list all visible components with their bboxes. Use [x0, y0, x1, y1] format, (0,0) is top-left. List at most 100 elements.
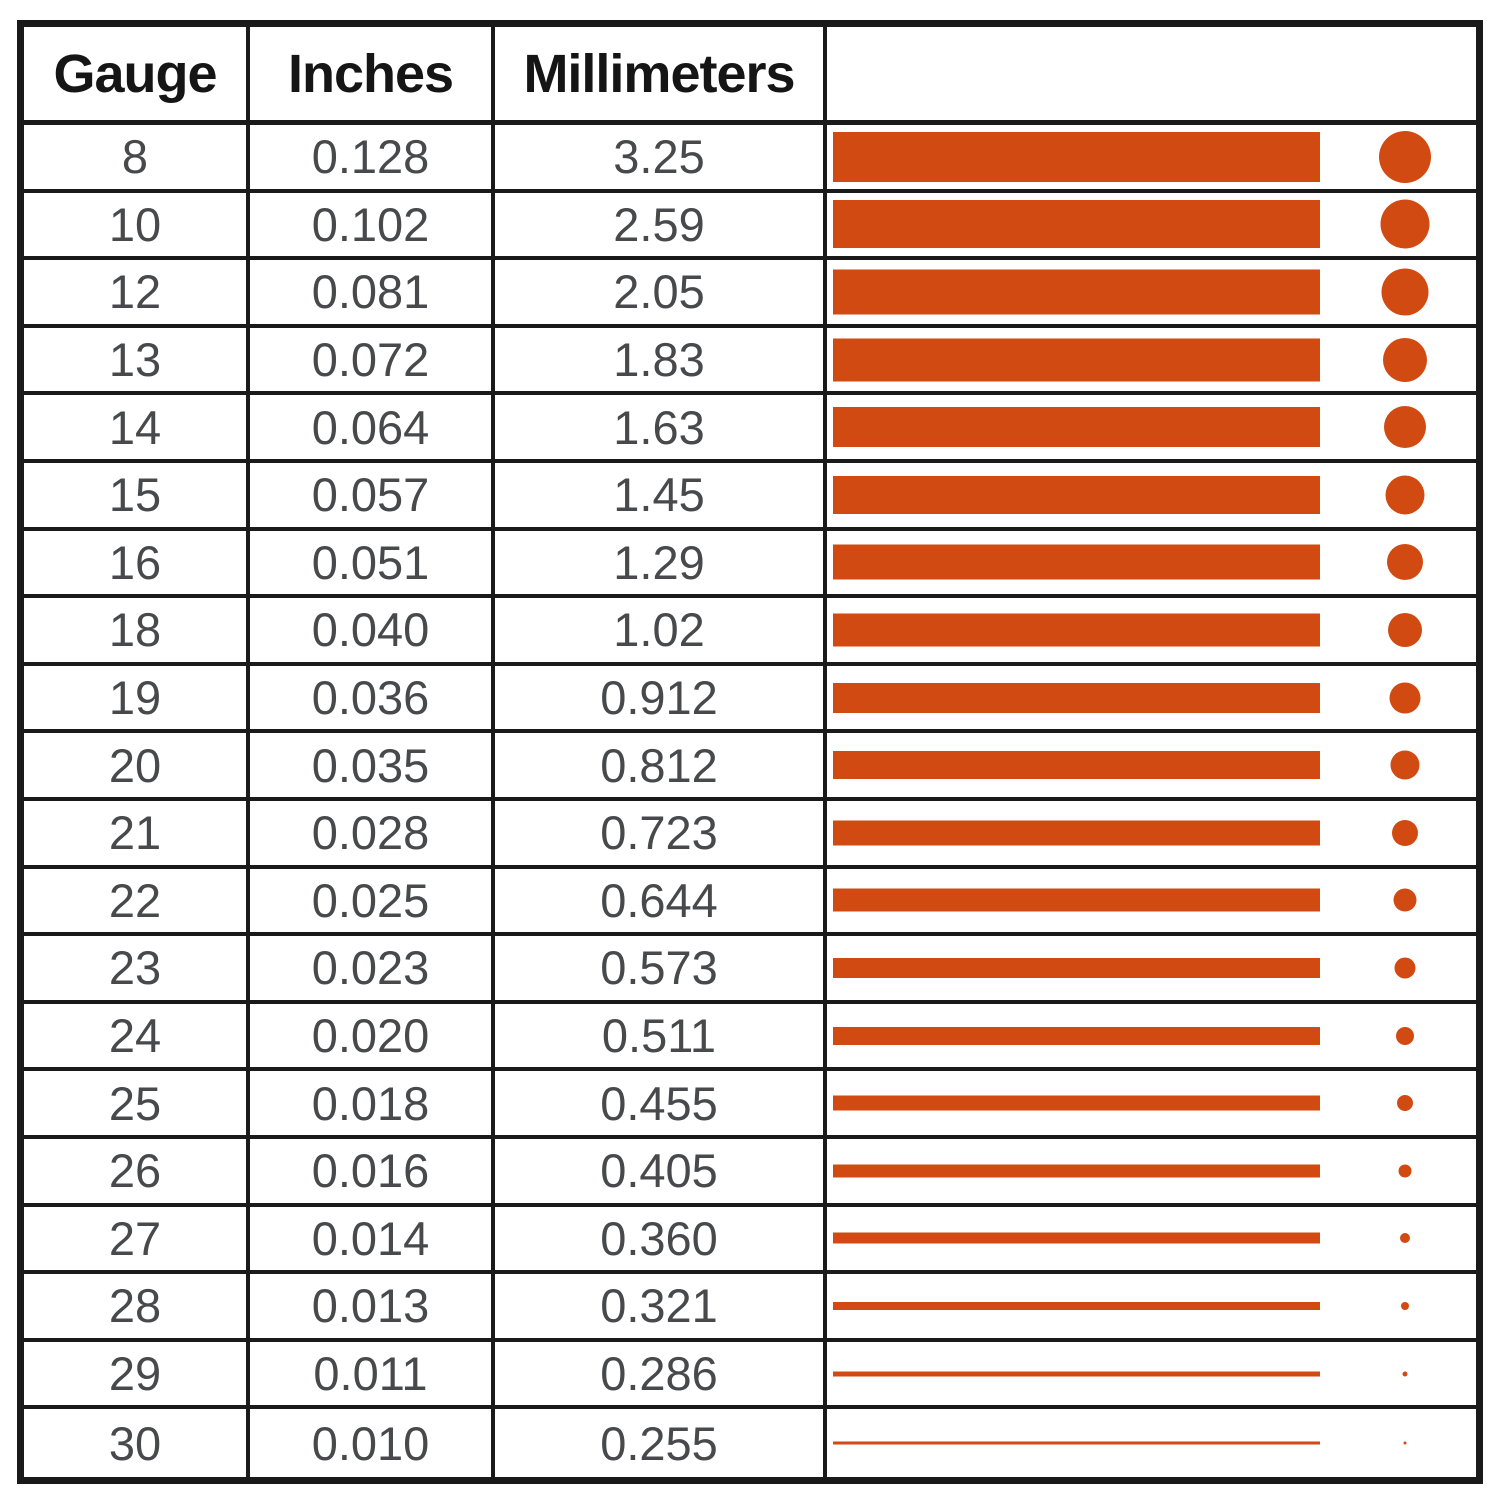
- wire-cross-section-dot: [1398, 1164, 1412, 1178]
- wire-thickness-bar: [833, 475, 1320, 514]
- gauge-value-cell: 29: [24, 1341, 250, 1410]
- gauge-value-cell: 25: [24, 1071, 250, 1139]
- wire-visual-cell: [827, 801, 1476, 869]
- wire-thickness-bar: [833, 200, 1320, 249]
- wire-cross-section-dot: [1389, 682, 1421, 714]
- wire-cross-section-dot: [1397, 1095, 1413, 1112]
- millimeters-value-cell: 0.360: [495, 1206, 827, 1275]
- wire-cross-section-dot: [1401, 1301, 1409, 1310]
- inches-value-cell: 0.014: [250, 1206, 495, 1275]
- wire-visual-cell: [827, 328, 1476, 396]
- gauge-table-grid: Gauge Inches Millimeters 8 0.128 3.25 10…: [24, 27, 1476, 1477]
- wire-cross-section-dot: [1383, 337, 1427, 382]
- wire-cross-section-dot: [1387, 544, 1423, 581]
- wire-thickness-bar: [833, 1301, 1320, 1310]
- millimeters-value-cell: 0.255: [495, 1409, 827, 1477]
- millimeters-value-cell: 0.644: [495, 868, 827, 937]
- wire-thickness-bar: [833, 682, 1320, 713]
- wire-cross-section-dot: [1400, 1233, 1410, 1244]
- millimeters-value-cell: 1.45: [495, 462, 827, 531]
- wire-visual-cell: [827, 260, 1476, 328]
- wire-visual-cell: [827, 1409, 1476, 1477]
- millimeters-value-cell: 0.511: [495, 1003, 827, 1072]
- wire-thickness-bar: [833, 820, 1320, 846]
- wire-cross-section-dot: [1380, 199, 1430, 249]
- wire-gauge-chart: Gauge Inches Millimeters 8 0.128 3.25 10…: [17, 20, 1483, 1484]
- millimeters-value-cell: 1.63: [495, 395, 827, 463]
- inches-value-cell: 0.023: [250, 936, 495, 1004]
- column-header-millimeters: Millimeters: [495, 27, 827, 125]
- millimeters-value-cell: 0.286: [495, 1341, 827, 1410]
- inches-value-cell: 0.036: [250, 665, 495, 734]
- wire-visual-cell: [827, 1342, 1476, 1410]
- millimeters-value-cell: 0.812: [495, 733, 827, 801]
- gauge-value-cell: 14: [24, 395, 250, 463]
- wire-visual-cell: [827, 463, 1476, 531]
- wire-thickness-bar: [833, 1232, 1320, 1244]
- wire-cross-section-dot: [1381, 268, 1429, 316]
- gauge-value-cell: 26: [24, 1138, 250, 1207]
- inches-value-cell: 0.072: [250, 327, 495, 396]
- inches-value-cell: 0.020: [250, 1003, 495, 1072]
- gauge-value-cell: 28: [24, 1274, 250, 1342]
- wire-cross-section-dot: [1384, 406, 1426, 449]
- wire-visual-cell: [827, 1071, 1476, 1139]
- gauge-value-cell: 13: [24, 327, 250, 396]
- column-header-inches: Inches: [250, 27, 495, 125]
- wire-thickness-bar: [833, 407, 1320, 448]
- wire-thickness-bar: [833, 1095, 1320, 1111]
- wire-visual-cell: [827, 1274, 1476, 1342]
- wire-thickness-bar: [833, 1371, 1320, 1377]
- wire-thickness-bar: [833, 544, 1320, 580]
- wire-cross-section-dot: [1396, 1026, 1414, 1045]
- column-header-gauge: Gauge: [24, 27, 250, 125]
- millimeters-value-cell: 2.05: [495, 260, 827, 328]
- gauge-value-cell: 24: [24, 1003, 250, 1072]
- millimeters-value-cell: 0.723: [495, 800, 827, 869]
- wire-visual-cell: [827, 193, 1476, 261]
- gauge-value-cell: 15: [24, 462, 250, 531]
- wire-visual-cell: [827, 869, 1476, 937]
- inches-value-cell: 0.025: [250, 868, 495, 937]
- inches-value-cell: 0.128: [250, 125, 495, 193]
- wire-thickness-bar: [833, 613, 1320, 647]
- inches-value-cell: 0.081: [250, 260, 495, 328]
- millimeters-value-cell: 1.83: [495, 327, 827, 396]
- gauge-value-cell: 27: [24, 1206, 250, 1275]
- wire-thickness-bar: [833, 888, 1320, 912]
- inches-value-cell: 0.051: [250, 530, 495, 599]
- millimeters-value-cell: 0.573: [495, 936, 827, 1004]
- wire-cross-section-dot: [1388, 612, 1422, 647]
- wire-visual-cell: [827, 531, 1476, 599]
- wire-thickness-bar: [833, 1026, 1320, 1045]
- wire-cross-section-dot: [1392, 819, 1418, 846]
- inches-value-cell: 0.011: [250, 1341, 495, 1410]
- wire-visual-cell: [827, 733, 1476, 801]
- wire-thickness-bar: [833, 269, 1320, 315]
- column-header-visual: [827, 27, 1476, 125]
- gauge-value-cell: 12: [24, 260, 250, 328]
- gauge-value-cell: 20: [24, 733, 250, 801]
- gauge-value-cell: 30: [24, 1409, 250, 1477]
- wire-cross-section-dot: [1394, 957, 1416, 979]
- millimeters-value-cell: 2.59: [495, 192, 827, 261]
- inches-value-cell: 0.064: [250, 395, 495, 463]
- wire-cross-section-dot: [1402, 1371, 1408, 1377]
- gauge-value-cell: 22: [24, 868, 250, 937]
- gauge-value-cell: 21: [24, 800, 250, 869]
- millimeters-value-cell: 0.912: [495, 665, 827, 734]
- wire-visual-cell: [827, 598, 1476, 666]
- wire-thickness-bar: [833, 957, 1320, 978]
- millimeters-value-cell: 0.455: [495, 1071, 827, 1139]
- wire-cross-section-dot: [1403, 1441, 1407, 1445]
- gauge-value-cell: 23: [24, 936, 250, 1004]
- wire-cross-section-dot: [1379, 130, 1431, 183]
- wire-visual-cell: [827, 936, 1476, 1004]
- wire-cross-section-dot: [1393, 888, 1417, 912]
- wire-thickness-bar: [833, 1441, 1320, 1445]
- wire-visual-cell: [827, 125, 1476, 193]
- inches-value-cell: 0.035: [250, 733, 495, 801]
- wire-visual-cell: [827, 395, 1476, 463]
- millimeters-value-cell: 1.02: [495, 598, 827, 666]
- inches-value-cell: 0.028: [250, 800, 495, 869]
